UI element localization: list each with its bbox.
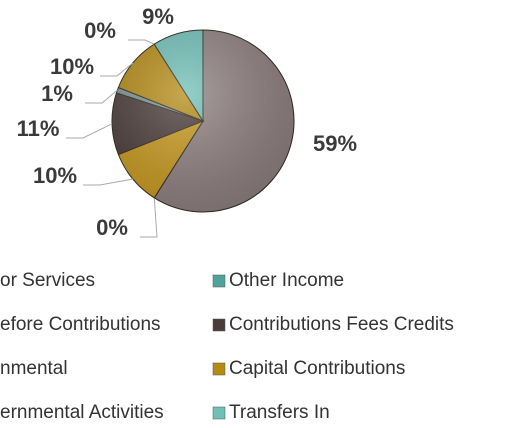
data-label: 1%: [41, 81, 73, 106]
data-label: 9%: [142, 4, 174, 29]
legend-label: or Services: [0, 270, 95, 291]
legend-label: Contributions Fees Credits: [229, 314, 454, 335]
data-label: 0%: [96, 215, 128, 240]
legend-label: ernmental Activities: [0, 402, 164, 423]
data-label: 59%: [313, 131, 357, 156]
legend-swatch: [212, 318, 226, 332]
data-label: 11%: [17, 116, 60, 141]
data-label: 0%: [84, 18, 116, 43]
data-label: 10%: [50, 54, 94, 79]
legend-label: Capital Contributions: [229, 358, 405, 379]
legend-label: Transfers In: [229, 402, 330, 423]
legend-label: Other Income: [229, 270, 344, 291]
legend-swatch: [212, 406, 226, 420]
leader-line: [83, 178, 133, 186]
data-label: 10%: [33, 163, 77, 188]
legend-swatch: [212, 274, 226, 288]
leader-line: [66, 123, 113, 139]
leader-line: [140, 197, 158, 238]
leader-line: [85, 89, 118, 104]
legend-label: nmental: [0, 358, 68, 379]
legend-swatch: [212, 362, 226, 376]
leader-line: [128, 39, 155, 45]
legend-label: efore Contributions: [0, 314, 161, 335]
